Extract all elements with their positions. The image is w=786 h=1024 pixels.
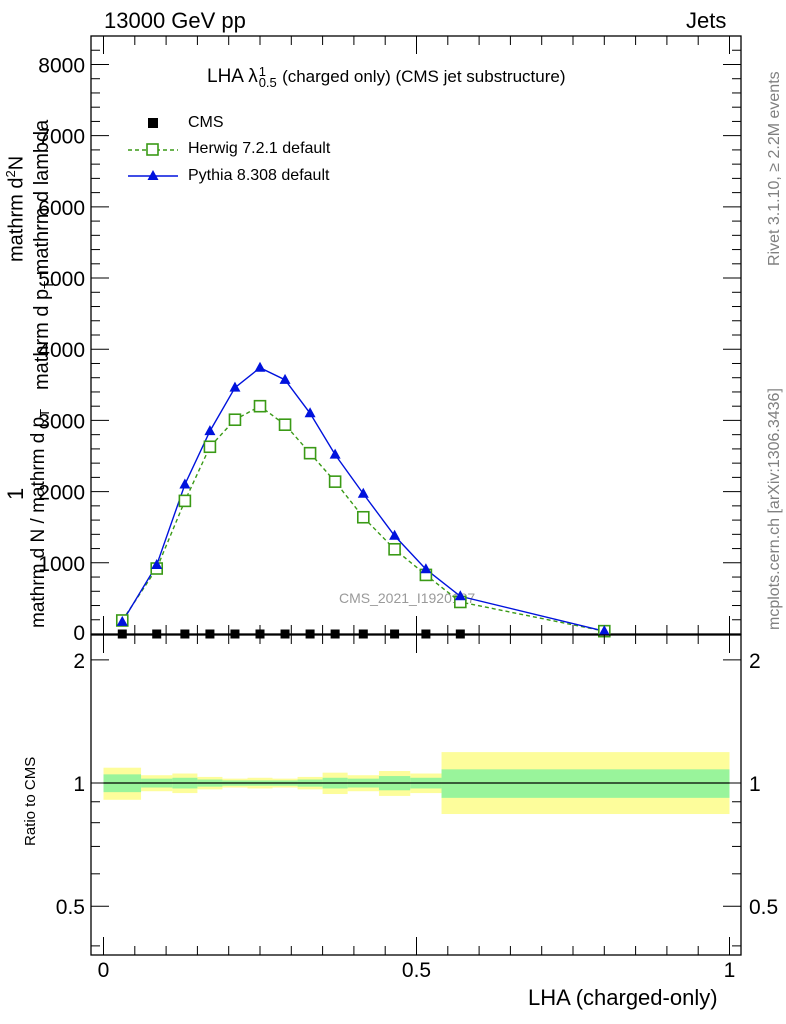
herwig-point [303,446,317,460]
ratio-y-tick-label-right: 2 [749,650,761,673]
y-tick-label: 0 [73,622,85,640]
main-plot: 1000 2000 3000 4000 5000 6000 7000 8000 0 [38,35,742,640]
ratio-x-tick-label: 0.5 [402,959,431,982]
ratio-y-tick-label-right: 0.5 [749,896,778,919]
plot-title: LHA λ 1 0.5 (charged only) (CMS jet substr… [207,64,566,90]
pythia-point [279,373,291,384]
cms-point [280,629,290,639]
herwig-point [228,413,242,427]
cms-point [117,629,127,639]
pythia-point [598,625,610,636]
ratio-x-tick-label: 1 [724,959,736,982]
pythia-point [304,407,316,418]
pythia-point [389,529,401,540]
cms-point [455,629,465,639]
herwig-point [328,475,342,488]
herwig-point [253,399,267,413]
pythia-point [454,590,466,601]
legend-label-herwig: Herwig 7.2.1 default [188,140,331,157]
legend-symbols [128,118,178,180]
ratio-x-tick-label: 0 [98,959,110,982]
cms-point [421,629,431,639]
watermark: CMS_2021_I1920187 [339,590,476,606]
legend-label-cms: CMS [188,114,224,131]
ratio-ylabel: Ratio to CMS [22,756,39,846]
herwig-point [278,418,292,432]
herwig-point [178,494,192,508]
ratio-y-tick-label-left: 1 [73,773,85,796]
cms-point [152,629,162,639]
header-right: Jets [686,8,727,33]
cms-point [205,629,215,639]
ratio-plot: 0.5 0.5 1 1 2 2 0 0.5 1 [56,634,778,982]
plot-title-main: LHA λ [207,66,258,88]
ratio-xlabel: LHA (charged-only) [528,985,718,1010]
ratio-y-tick-label-left: 0.5 [56,896,85,919]
pythia-point [420,563,432,574]
pythia-point [151,558,163,569]
pythia-point [357,487,369,498]
cms-point [230,629,240,639]
legend-cms-marker [148,118,158,128]
pythia-point [204,425,216,436]
pythia-point [229,381,241,392]
cms-point [305,629,315,639]
legend-pythia-marker [147,170,159,180]
cms-point [358,629,368,639]
y-tick-label: 7000 [38,126,85,149]
y-tick-label: 6000 [38,197,85,220]
y-tick-label: 8000 [38,54,85,77]
herwig-point [203,440,217,454]
plot-title-rest: (charged only) (CMS jet substructure) [282,67,566,87]
pythia-point [179,478,191,489]
herwig-point [388,542,401,556]
y-tick-label: 1000 [38,553,85,576]
cms-point [390,629,400,639]
header-left: 13000 GeV pp [104,8,246,33]
cms-point [255,629,265,639]
y-tick-label: 5000 [38,268,85,291]
cms-point [180,629,190,639]
herwig-point [356,510,370,524]
pythia-point [254,361,266,372]
legend-herwig-marker [146,143,159,156]
pythia-point [329,448,341,459]
pythia-point [116,615,128,626]
main-plot-frame [90,35,742,635]
plot-title-sub: 0.5 [258,75,277,90]
cms-point [330,629,340,639]
pythia-line [121,366,605,632]
legend: CMS Herwig 7.2.1 default Pythia 8.308 de… [120,110,380,190]
ratio-y-tick-label-right: 1 [749,773,761,796]
ratio-y-tick-label-left: 2 [73,650,85,673]
legend-label-pythia: Pythia 8.308 default [188,167,330,184]
y-tick-label: 2000 [38,482,85,505]
y-tick-label: 4000 [38,339,85,362]
y-tick-label: 3000 [38,410,85,433]
plot-title-sup: 1 [258,64,266,79]
